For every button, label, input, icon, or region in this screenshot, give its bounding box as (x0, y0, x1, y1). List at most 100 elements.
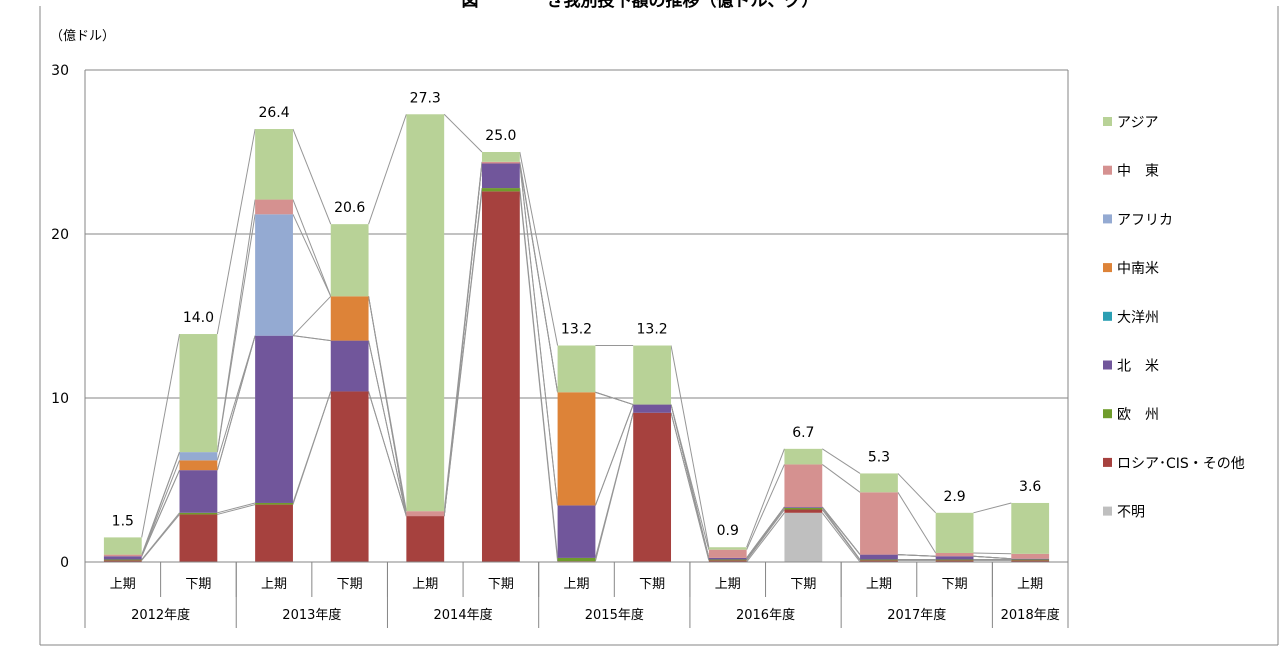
series-connector-line (594, 412, 634, 559)
fiscal-year-label: 2018年度 (1001, 607, 1060, 623)
x-category-label: 下期 (790, 577, 816, 592)
bar-segment (935, 512, 974, 553)
bar-segment (1011, 559, 1050, 561)
fiscal-year-label: 2012年度 (131, 607, 190, 623)
bar-segment (860, 554, 898, 560)
legend-label: 欧 州 (1117, 407, 1159, 423)
bar-segment (1011, 553, 1050, 559)
series-connector-line (821, 464, 861, 493)
series-connector-line (594, 404, 634, 506)
legend-swatch (1103, 506, 1112, 516)
x-category-label: 上期 (1017, 577, 1043, 592)
bar-segment (784, 507, 823, 508)
legend-label: 中南米 (1117, 261, 1159, 277)
bar-segment (255, 502, 293, 505)
bar-segment (179, 460, 218, 471)
bar-segment (481, 191, 520, 563)
bar-total-label: 5.3 (868, 449, 890, 465)
chart-title: 図 き我別投下額の推移（億ドル、グ） (462, 0, 819, 11)
bar-segment (860, 559, 898, 561)
legend-swatch (1103, 165, 1112, 175)
x-category-label: 上期 (563, 577, 589, 592)
bar-total-label: 3.6 (1019, 479, 1041, 495)
bar-segment (255, 129, 293, 200)
x-category-label: 上期 (110, 577, 136, 592)
fiscal-year-label: 2017年度 (887, 607, 946, 623)
bar-segment (103, 554, 142, 557)
bar-segment (103, 559, 142, 561)
bar-segment (784, 509, 823, 513)
bar-total-label: 27.3 (410, 90, 441, 106)
bar-segment (935, 559, 974, 561)
bar-total-label: 13.2 (637, 322, 668, 338)
series-connector-line (821, 448, 861, 474)
x-category-label: 下期 (942, 577, 968, 592)
bar-segment (179, 470, 218, 513)
series-connector-line (670, 412, 710, 560)
bar-segment (557, 505, 596, 558)
bar-segment (1011, 560, 1050, 562)
bar-segment (784, 448, 823, 465)
legend-swatch (1103, 214, 1112, 224)
series-connector-line (519, 188, 559, 558)
series-connector-line (141, 469, 180, 557)
fiscal-year-label: 2013年度 (282, 607, 341, 623)
bar-segment (1011, 502, 1050, 554)
series-connector-line (368, 296, 407, 512)
legend-label: ロシア･CIS・その他 (1117, 456, 1245, 472)
bar-segment (179, 334, 218, 453)
bar-segment (255, 504, 293, 562)
bar-segment (935, 552, 974, 557)
bar-segment (406, 114, 445, 512)
series-connector-line (670, 345, 710, 548)
bar-segment (633, 404, 672, 413)
bar-segment (179, 452, 218, 461)
y-tick-label: 20 (51, 227, 69, 243)
series-connector-line (368, 340, 407, 517)
bar-total-label: 0.9 (717, 523, 739, 539)
series-connector-line (292, 391, 332, 504)
y-unit-label: （億ドル） (50, 28, 115, 44)
bar-segment (860, 560, 898, 562)
bar-segment (103, 537, 142, 555)
bar-total-label: 1.5 (112, 513, 134, 529)
bar-segment (481, 152, 520, 162)
fiscal-year-label: 2016年度 (736, 607, 795, 623)
bar-segment (708, 549, 747, 558)
x-category-label: 下期 (337, 577, 363, 592)
bar-segment (406, 516, 445, 562)
series-connector-line (897, 492, 937, 554)
bar-total-labels: 1.5 14.0 26.4 20.6 27.3 25.0 13.2 13.2 0.9 6.7 5.3… (112, 90, 1042, 539)
bar-total-label: 13.2 (561, 322, 592, 338)
series-connector-line (217, 504, 256, 515)
legend-swatch (1103, 263, 1112, 273)
legend-swatch (1103, 311, 1112, 321)
bar-segment (784, 507, 823, 510)
series-connector-line (216, 335, 256, 461)
series-connector-line (292, 214, 332, 297)
series-connector-line (746, 464, 785, 550)
bar-segment (557, 345, 596, 393)
bar-segment (255, 335, 293, 503)
series-connector-line (821, 512, 861, 563)
series-connector-line (292, 128, 332, 225)
bar-segment (633, 345, 672, 405)
bar-segment (708, 559, 747, 561)
y-tick-label: 30 (51, 63, 69, 79)
fiscal-year-label: 2014年度 (434, 607, 493, 623)
series-connector-line (141, 512, 180, 560)
x-category-label: 上期 (866, 577, 892, 592)
legend-label: アフリカ (1117, 212, 1173, 228)
bar-total-label: 14.0 (183, 310, 214, 326)
series-connector-line (141, 333, 181, 538)
series-connector-line (368, 114, 407, 225)
y-axis-ticks: 0 10 20 30 (51, 63, 69, 571)
bar-segment (708, 557, 747, 560)
bars (103, 114, 1050, 563)
legend-swatch (1103, 117, 1112, 126)
bar-total-label: 25.0 (485, 128, 516, 144)
legend-label: アジア (1117, 115, 1158, 131)
series-connector-line (141, 514, 180, 561)
series-connector-line (216, 128, 256, 335)
